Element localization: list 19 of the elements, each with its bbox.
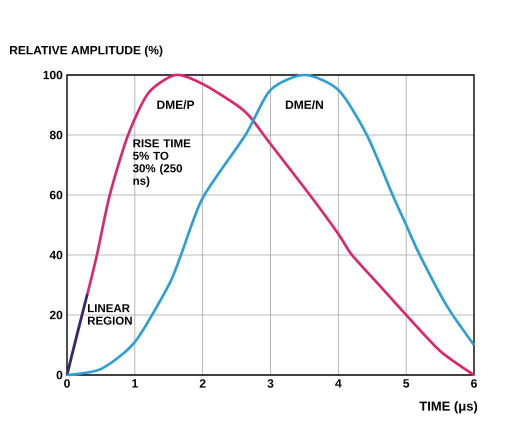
x-tick-label: 5 [403, 379, 410, 388]
y-tick-label: 0 [56, 370, 62, 380]
y-tick-label: 60 [50, 190, 62, 200]
x-tick-label: 2 [200, 379, 206, 388]
annotation: RISE TIME 5% TO 30% (250 ns) [132, 139, 190, 188]
x-tick-label: 6 [471, 379, 477, 388]
y-tick-label: 100 [44, 70, 62, 80]
y-tick-label: 80 [50, 130, 62, 140]
y-axis-title: RELATIVE AMPLITUDE (%) [10, 46, 162, 57]
y-tick-label: 40 [50, 250, 62, 260]
series-label: DME/P [157, 100, 194, 110]
x-tick-label: 0 [64, 379, 70, 388]
series-label: DME/N [286, 100, 323, 110]
x-tick-label: 3 [267, 379, 274, 388]
y-tick-label: 20 [50, 310, 62, 320]
x-tick-label: 4 [335, 379, 342, 388]
x-axis-title: TIME (μs) [419, 401, 478, 414]
x-tick-label: 1 [132, 379, 138, 388]
annotation: LINEAR REGION [88, 304, 132, 325]
